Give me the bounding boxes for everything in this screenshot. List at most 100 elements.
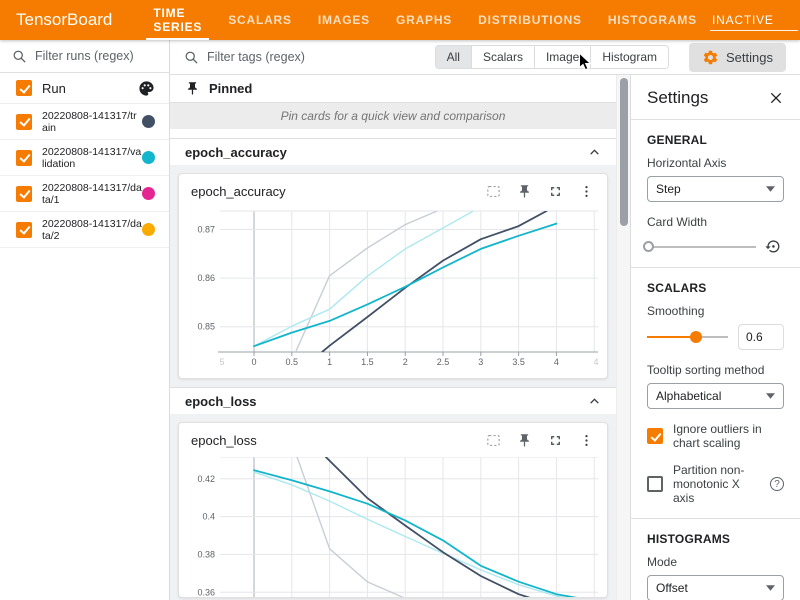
chevron-down-icon (766, 186, 775, 192)
settings-button[interactable]: Settings (689, 42, 786, 72)
tab-images[interactable]: IMAGES (317, 13, 370, 27)
runs-sidebar: Run 20220808-141317/train 20220808-14131… (0, 40, 170, 600)
smoothing-value-input[interactable] (738, 324, 784, 350)
scrollbar-thumb[interactable] (620, 78, 628, 226)
filter-runs-input[interactable] (35, 49, 157, 63)
palette-icon[interactable] (138, 80, 155, 97)
svg-text:1.5: 1.5 (361, 357, 374, 367)
run-checkbox[interactable] (16, 149, 32, 166)
run-name: 20220808-141317/data/1 (42, 181, 142, 206)
tab-distributions[interactable]: DISTRIBUTIONS (478, 13, 582, 27)
horizontal-axis-select[interactable]: Step (647, 176, 784, 202)
pin-icon[interactable] (515, 431, 533, 449)
histograms-heading: HISTOGRAMS (647, 532, 731, 546)
fullscreen-icon[interactable] (546, 431, 564, 449)
tensorboard-logo: TensorBoard (16, 10, 113, 29)
card-title: epoch_loss (191, 432, 257, 448)
partition-x-label: Partition non-monotonic X axis (673, 463, 745, 505)
runs-column-label: Run (42, 80, 66, 96)
tooltip-sort-value: Alphabetical (656, 389, 722, 403)
section-header-epoch-loss[interactable]: epoch_loss (170, 387, 616, 414)
run-color-dot (142, 115, 155, 128)
pin-icon[interactable] (515, 182, 533, 200)
chevron-down-icon (766, 585, 775, 591)
scalars-heading: SCALARS (647, 281, 707, 295)
run-checkbox[interactable] (16, 221, 32, 238)
run-row: 20220808-141317/data/1 (0, 176, 169, 212)
filter-tags-input[interactable] (207, 50, 387, 64)
chevron-up-icon[interactable] (588, 395, 601, 408)
smoothing-slider[interactable] (647, 330, 728, 344)
settings-panel: Settings GENERAL Horizontal Axis Step Ca… (630, 75, 800, 600)
svg-text:3: 3 (478, 357, 483, 367)
app-header: TensorBoard TIME SERIES SCALARS IMAGES G… (0, 0, 800, 40)
tags-toolbar: All Scalars Image Histogram Settings (170, 40, 800, 75)
svg-text:0.36: 0.36 (197, 587, 215, 597)
more-menu-icon[interactable] (577, 182, 595, 200)
more-menu-icon[interactable] (577, 431, 595, 449)
chevron-up-icon[interactable] (588, 146, 601, 159)
card-width-slider[interactable] (643, 240, 756, 254)
filter-chip-image[interactable]: Image (533, 46, 591, 68)
tab-scalars[interactable]: SCALARS (228, 13, 292, 27)
run-row: 20220808-141317/validation (0, 140, 169, 176)
ignore-outliers-label: Ignore outliers in chart scaling (673, 422, 762, 450)
tag-type-filter-group: All Scalars Image Histogram (434, 45, 670, 69)
svg-text:4: 4 (554, 357, 559, 367)
chevron-down-icon (766, 393, 775, 399)
horizontal-axis-value: Step (656, 182, 681, 196)
svg-text:0.4: 0.4 (202, 512, 215, 522)
svg-text:0.42: 0.42 (197, 474, 215, 484)
gear-icon (703, 50, 718, 64)
tab-graphs[interactable]: GRAPHS (395, 13, 453, 27)
status-value: INACTIVE (711, 12, 774, 27)
partition-x-checkbox[interactable] (647, 476, 663, 492)
histogram-mode-label: Mode (647, 555, 678, 569)
pinned-heading: Pinned (209, 81, 253, 96)
run-select-all-checkbox[interactable] (16, 80, 32, 96)
svg-text:0.87: 0.87 (197, 224, 215, 234)
svg-text:2: 2 (403, 357, 408, 367)
reload-status-dropdown[interactable]: INACTIVE (709, 10, 798, 31)
histogram-mode-select[interactable]: Offset (647, 575, 784, 600)
run-name: 20220808-141317/train (42, 109, 137, 134)
line-chart-epoch-accuracy[interactable]: 0.85 0.86 0.87 0 0.5 1 1.5 2 2.5 3 3.5 4 5 4 (179, 208, 607, 378)
fit-data-icon[interactable] (484, 182, 502, 200)
fullscreen-icon[interactable] (546, 182, 564, 200)
smoothing-label: Smoothing (647, 304, 705, 318)
tab-histograms[interactable]: HISTOGRAMS (607, 13, 697, 27)
main-tabs: TIME SERIES SCALARS IMAGES GRAPHS DISTRI… (140, 0, 710, 40)
histogram-mode-value: Offset (656, 581, 688, 595)
run-color-dot (142, 223, 155, 236)
reset-icon[interactable] (764, 237, 784, 257)
tab-time-series[interactable]: TIME SERIES (140, 0, 215, 40)
scalar-card-epoch-loss: epoch_loss 0.42 0.4 0.38 0.36 (178, 422, 608, 598)
run-checkbox[interactable] (16, 185, 32, 202)
tooltip-sort-select[interactable]: Alphabetical (647, 383, 784, 409)
search-icon (185, 51, 198, 64)
filter-chip-histogram[interactable]: Histogram (590, 46, 669, 68)
filter-chip-scalars[interactable]: Scalars (470, 46, 534, 68)
section-header-epoch-accuracy[interactable]: epoch_accuracy (170, 138, 616, 165)
section-title: epoch_loss (185, 393, 257, 409)
tooltip-sort-label: Tooltip sorting method (647, 363, 765, 377)
ignore-outliers-checkbox[interactable] (647, 428, 663, 444)
settings-panel-title: Settings (647, 88, 709, 107)
general-heading: GENERAL (647, 133, 708, 147)
pin-icon (188, 82, 197, 95)
svg-text:5: 5 (219, 357, 224, 367)
svg-text:0.38: 0.38 (197, 549, 215, 559)
run-color-dot (142, 187, 155, 200)
close-icon[interactable] (768, 90, 784, 106)
line-chart-epoch-loss[interactable]: 0.42 0.4 0.38 0.36 (179, 457, 607, 597)
run-name: 20220808-141317/validation (42, 145, 142, 170)
pinned-empty-hint: Pin cards for a quick view and compariso… (170, 103, 616, 129)
section-title: epoch_accuracy (185, 144, 287, 160)
vertical-scrollbar[interactable] (616, 75, 630, 600)
fit-data-icon[interactable] (484, 431, 502, 449)
run-name: 20220808-141317/data/2 (42, 217, 142, 242)
help-icon[interactable]: ? (770, 477, 784, 491)
run-checkbox[interactable] (16, 113, 32, 130)
run-row: 20220808-141317/data/2 (0, 212, 169, 248)
filter-chip-all[interactable]: All (435, 46, 471, 68)
